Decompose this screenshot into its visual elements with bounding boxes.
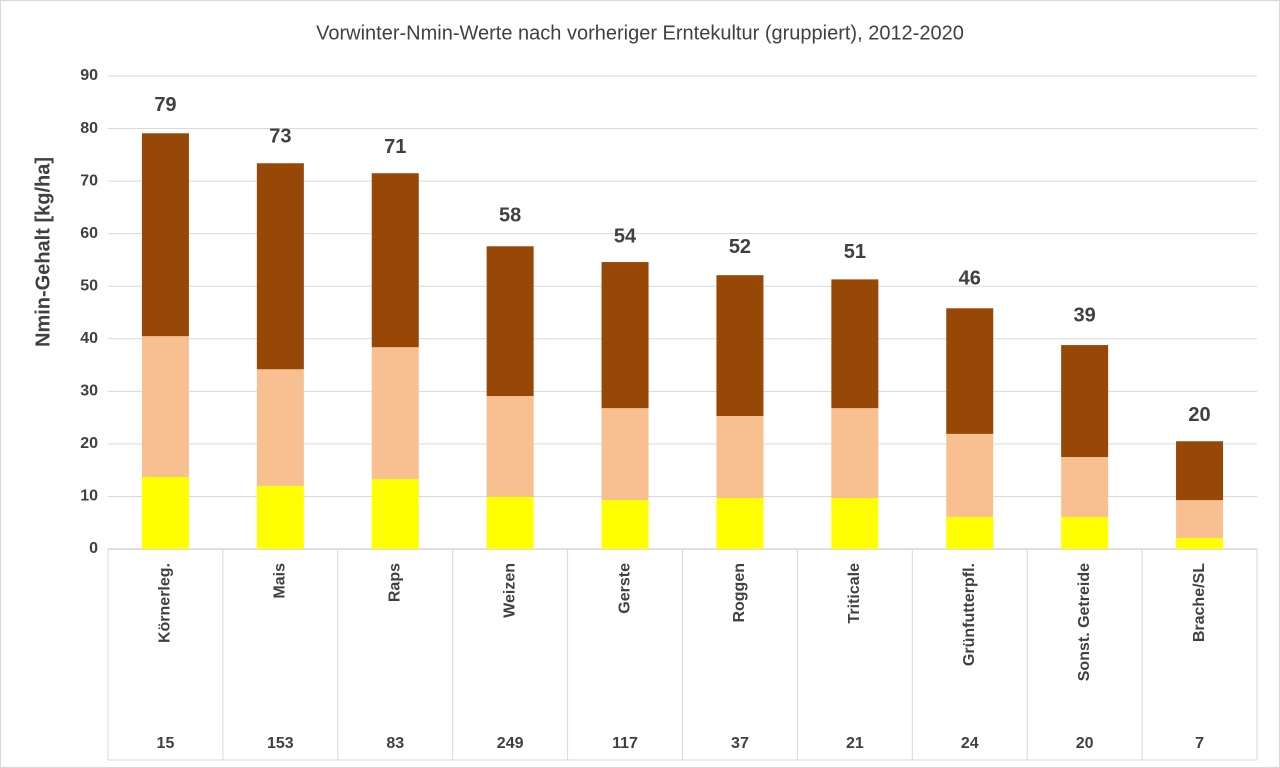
- bar-segment: [601, 262, 649, 409]
- bar-segment: [716, 416, 764, 499]
- y-axis-title: Nmin-Gehalt [kg/ha]: [32, 157, 54, 347]
- bar-segment: [1061, 516, 1109, 549]
- bar-segment: [946, 516, 994, 549]
- count-label: 117: [612, 735, 638, 752]
- bar-segment: [716, 275, 764, 417]
- bar-segment: [486, 496, 534, 549]
- count-label: 37: [731, 735, 749, 752]
- bar-segment: [1061, 345, 1109, 458]
- total-label: 20: [1188, 404, 1210, 426]
- y-tick-label: 90: [80, 67, 98, 84]
- bar-segment: [256, 163, 304, 370]
- bar-segment: [601, 408, 649, 501]
- count-label: 249: [497, 735, 524, 752]
- x-tick-label: Raps: [386, 563, 403, 602]
- total-label: 58: [499, 204, 521, 226]
- y-tick-label: 40: [80, 330, 98, 347]
- x-tick-label: Gerste: [616, 563, 633, 614]
- bar-segment: [1176, 500, 1224, 538]
- y-tick-label: 30: [80, 383, 98, 400]
- bar-segment: [371, 479, 419, 549]
- bar-segment: [946, 433, 994, 517]
- x-tick-label: Brache/SL: [1191, 563, 1208, 642]
- x-tick-label: Mais: [272, 563, 289, 599]
- count-label: 21: [846, 735, 864, 752]
- bar-segment: [371, 347, 419, 480]
- count-label: 83: [386, 735, 404, 752]
- total-label: 39: [1074, 304, 1096, 326]
- bar-segment: [946, 308, 994, 434]
- x-tick-label: Sonst. Getreide: [1076, 563, 1093, 681]
- bar-segment: [486, 246, 534, 397]
- x-tick-label: Grünfutterpfl.: [961, 563, 978, 666]
- bar-segment: [831, 498, 879, 549]
- bar-segment: [141, 133, 189, 337]
- y-tick-label: 80: [80, 120, 98, 137]
- total-label: 71: [384, 136, 406, 158]
- total-label: 51: [844, 241, 866, 263]
- bar-segment: [831, 279, 879, 409]
- count-label: 20: [1076, 735, 1094, 752]
- bar-segment: [1176, 441, 1224, 501]
- bar-segment: [716, 498, 764, 549]
- bar-segment: [486, 396, 534, 497]
- total-label: 54: [614, 225, 637, 247]
- bar-segment: [141, 476, 189, 549]
- x-tick-label: Roggen: [731, 563, 748, 623]
- count-label: 15: [157, 735, 175, 752]
- x-tick-label: Körnerleg.: [157, 563, 174, 643]
- count-label: 24: [961, 735, 979, 752]
- y-tick-label: 20: [80, 435, 98, 452]
- bar-segment: [256, 369, 304, 486]
- bar-segment: [831, 408, 879, 499]
- total-label: 46: [959, 268, 981, 290]
- chart-title: Vorwinter-Nmin-Werte nach vorheriger Ern…: [316, 22, 964, 44]
- y-tick-label: 70: [80, 172, 98, 189]
- bar-segment: [256, 485, 304, 549]
- y-tick-label: 60: [80, 225, 98, 242]
- bar-segment: [1061, 457, 1109, 517]
- x-tick-label: Weizen: [501, 563, 518, 618]
- total-label: 79: [154, 94, 176, 116]
- count-label: 153: [267, 735, 294, 752]
- x-tick-label: Triticale: [846, 563, 863, 624]
- bar-segment: [141, 336, 189, 477]
- bar-segment: [1176, 537, 1224, 549]
- count-label: 7: [1195, 735, 1204, 752]
- y-tick-label: 10: [80, 488, 98, 505]
- bar-segment: [601, 500, 649, 549]
- bar-segment: [371, 173, 419, 348]
- y-tick-label: 50: [80, 277, 98, 294]
- total-label: 73: [269, 126, 291, 148]
- total-label: 52: [729, 236, 751, 258]
- y-tick-label: 0: [89, 540, 98, 557]
